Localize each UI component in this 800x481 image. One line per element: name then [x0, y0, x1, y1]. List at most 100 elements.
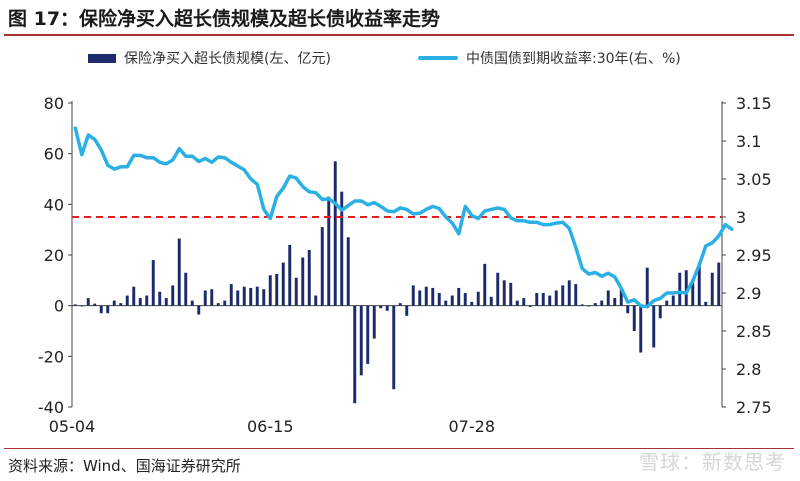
bar [450, 295, 454, 306]
bar [697, 262, 701, 306]
bar [548, 295, 552, 306]
bar [613, 298, 617, 306]
bar [294, 277, 298, 306]
bar [470, 301, 474, 306]
bar [424, 286, 428, 306]
bar [704, 301, 708, 306]
right-tick-label: 2.85 [736, 322, 772, 341]
bar [171, 285, 175, 306]
bar [210, 289, 214, 306]
bar [567, 280, 571, 306]
bar [541, 293, 545, 306]
bar [457, 287, 461, 306]
left-tick-label: 20 [44, 246, 64, 265]
bar [288, 244, 292, 306]
left-tick-label: 80 [44, 94, 64, 113]
bar [717, 262, 721, 306]
bar [652, 305, 656, 348]
bar [119, 303, 123, 306]
title-divider [4, 34, 794, 36]
source-divider [4, 448, 794, 449]
left-tick-label: -20 [38, 347, 64, 366]
bar [216, 303, 220, 306]
x-tick-label: 07-28 [449, 417, 496, 436]
bar [554, 290, 558, 306]
bar [509, 282, 513, 306]
right-tick-label: 3.15 [736, 94, 772, 113]
bar [528, 305, 532, 307]
bar [385, 305, 389, 311]
bar [236, 290, 240, 306]
legend-label-bar: 保险净买入超长债规模(左、亿元) [124, 51, 331, 67]
bar [151, 260, 155, 306]
bar [665, 300, 669, 306]
bar [405, 305, 409, 316]
bar [366, 305, 370, 364]
right-tick-label: 2.95 [736, 246, 772, 265]
right-tick-label: 2.75 [736, 398, 772, 417]
bar [275, 274, 279, 306]
bar [522, 298, 526, 306]
legend-swatch-line [418, 56, 458, 60]
left-tick-label: 60 [44, 145, 64, 164]
right-tick-label: 3.1 [736, 132, 761, 151]
bar [307, 249, 311, 306]
bar [353, 305, 357, 404]
legend-label-line: 中债国债到期收益率:30年(右、%) [466, 51, 681, 67]
bar [444, 300, 448, 306]
bar [606, 290, 610, 306]
yield-line [73, 126, 734, 309]
bar [203, 290, 207, 306]
bar [619, 287, 623, 306]
bar [580, 304, 584, 306]
bar [418, 290, 422, 306]
bar [600, 300, 604, 306]
left-tick-label: 0 [54, 297, 64, 316]
bar [281, 262, 285, 306]
bar [359, 305, 363, 376]
left-tick-label: -40 [38, 398, 64, 417]
bar [262, 289, 266, 306]
bar [691, 280, 695, 306]
bar [255, 286, 259, 306]
bar [379, 305, 383, 309]
bar [73, 304, 77, 306]
bar [496, 272, 500, 306]
bar [678, 272, 682, 306]
bar [671, 295, 675, 306]
bar [242, 286, 246, 306]
bar [463, 293, 467, 306]
bar [632, 305, 636, 331]
bar [223, 300, 227, 306]
bar [561, 285, 565, 306]
bar [86, 298, 90, 306]
bar [593, 303, 597, 306]
bar [639, 305, 643, 353]
bar [99, 305, 103, 314]
bar [684, 270, 688, 306]
bar [483, 263, 487, 306]
bar [190, 300, 194, 306]
bar [340, 191, 344, 306]
right-tick-label: 2.9 [736, 284, 761, 303]
bar [197, 305, 201, 315]
bar [145, 295, 149, 306]
bar [132, 286, 136, 306]
x-tick-label: 06-15 [247, 417, 294, 436]
bar [431, 287, 435, 306]
bar [158, 291, 162, 306]
bar [626, 305, 630, 314]
bar [574, 284, 578, 306]
right-tick-label: 3 [736, 208, 746, 227]
legend-swatch-bar [88, 53, 116, 63]
bar [184, 272, 188, 306]
bar [80, 305, 84, 307]
bar [320, 227, 324, 306]
bar [164, 298, 168, 306]
left-tick-label: 40 [44, 195, 64, 214]
bar [658, 305, 662, 319]
bar [327, 196, 331, 306]
bar [106, 305, 110, 314]
bar [437, 293, 441, 306]
